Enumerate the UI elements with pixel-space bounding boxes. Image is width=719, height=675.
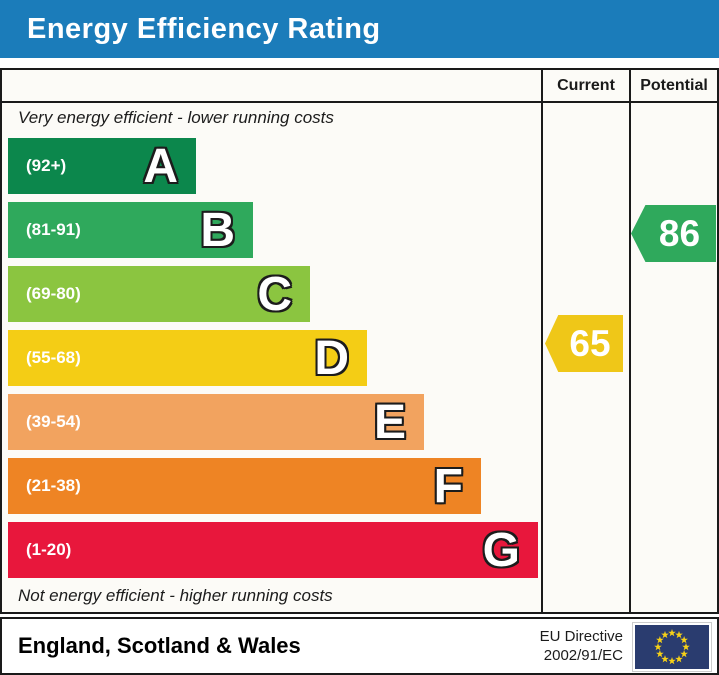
column-header-current: Current: [557, 77, 615, 94]
header-divider: [2, 101, 717, 103]
band-letter: E: [373, 396, 406, 449]
region-label: England, Scotland & Wales: [18, 633, 301, 658]
column-divider-current: [541, 70, 543, 612]
band-row: (1-20) G: [8, 522, 538, 578]
title-bar: Energy Efficiency Rating: [0, 0, 719, 58]
band-range-label: (39-54): [26, 412, 81, 431]
band-row: (69-80) C: [8, 266, 310, 322]
column-header-potential: Potential: [640, 77, 708, 94]
band-range-label: (81-91): [26, 220, 81, 239]
band-row: (92+) A: [8, 138, 196, 194]
band-range-label: (92+): [26, 156, 67, 175]
page-title: Energy Efficiency Rating: [27, 13, 381, 45]
eu-directive-line1: EU Directive: [539, 628, 623, 645]
current-indicator: 65: [545, 315, 623, 372]
band-letter: F: [433, 460, 463, 513]
potential-indicator: 86: [631, 205, 716, 262]
band-row: (81-91) B: [8, 202, 253, 258]
eu-directive-label: EU Directive 2002/91/EC: [540, 627, 623, 665]
band-row: (39-54) E: [8, 394, 424, 450]
eu-flag: [633, 623, 711, 671]
column-divider-potential: [629, 70, 631, 612]
band-letter: C: [257, 268, 292, 321]
band-row: (21-38) F: [8, 458, 481, 514]
band-letter: G: [482, 524, 520, 577]
bottom-note: Not energy efficient - higher running co…: [18, 586, 333, 605]
potential-value: 86: [658, 213, 701, 254]
band-range-label: (21-38): [26, 476, 81, 495]
current-value: 65: [569, 323, 611, 364]
band-letter: B: [200, 204, 235, 257]
eu-directive-line2: 2002/91/EC: [543, 647, 623, 664]
band-range-label: (1-20): [26, 540, 72, 559]
band-letter: A: [143, 140, 178, 193]
top-note: Very energy efficient - lower running co…: [18, 108, 334, 127]
band-range-label: (69-80): [26, 284, 81, 303]
band-row: (55-68) D: [8, 330, 367, 386]
band-letter: D: [314, 332, 349, 385]
rating-table: Current Potential Very energy efficient …: [0, 68, 719, 614]
eu-flag-svg: [635, 625, 709, 669]
band-range-label: (55-68): [26, 348, 81, 367]
footer: England, Scotland & Wales EU Directive 2…: [0, 617, 719, 675]
